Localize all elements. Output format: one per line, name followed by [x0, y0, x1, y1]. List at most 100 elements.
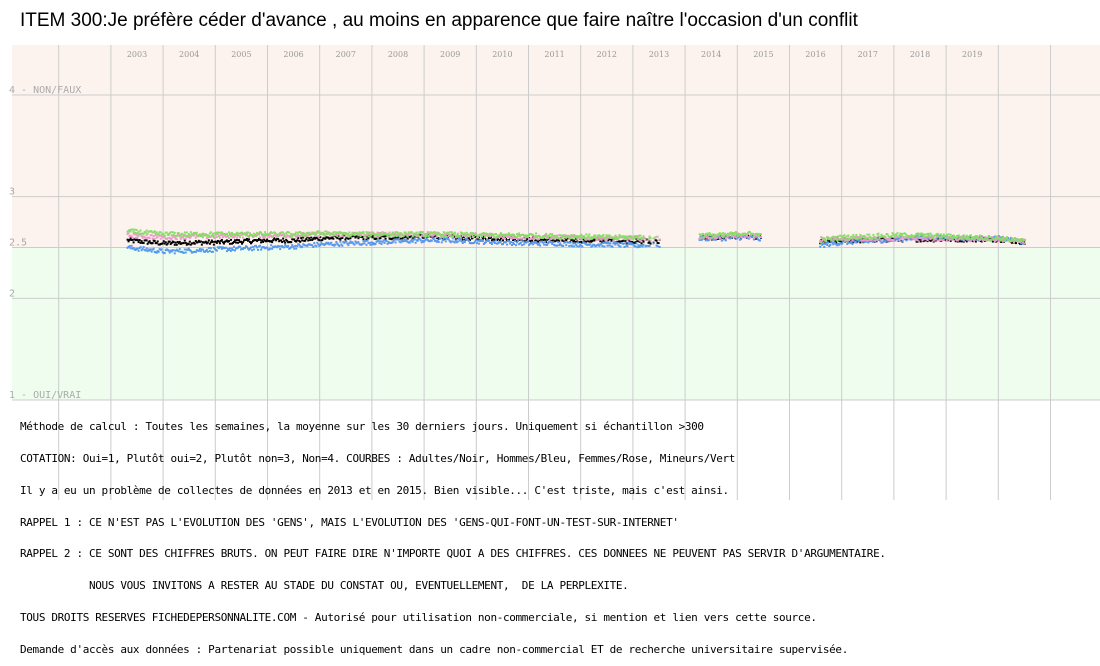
data-point — [301, 245, 304, 248]
data-point — [618, 234, 621, 237]
data-point — [359, 235, 362, 238]
data-point — [393, 236, 396, 239]
data-point — [444, 233, 447, 236]
data-point — [940, 239, 943, 242]
data-point — [349, 235, 352, 238]
data-point — [979, 236, 982, 239]
data-point — [913, 235, 916, 238]
data-point — [483, 241, 486, 244]
data-point — [246, 233, 249, 236]
data-point — [540, 236, 543, 239]
data-point — [604, 236, 607, 239]
data-point — [200, 243, 203, 246]
data-point — [744, 233, 747, 236]
data-point — [518, 232, 521, 235]
data-point — [154, 242, 157, 245]
data-point — [983, 238, 986, 241]
data-point — [955, 239, 958, 242]
data-point — [308, 237, 311, 240]
data-point — [850, 241, 853, 244]
data-point — [469, 242, 472, 245]
data-point — [589, 237, 592, 240]
data-point — [427, 234, 430, 237]
data-point — [749, 232, 752, 235]
data-point — [476, 239, 479, 242]
data-point — [968, 240, 971, 243]
data-point — [633, 245, 636, 248]
data-point — [318, 239, 321, 242]
data-point — [283, 240, 286, 243]
data-point — [378, 237, 381, 240]
data-point — [922, 235, 925, 238]
data-point — [228, 242, 231, 245]
data-point — [321, 232, 324, 235]
data-point — [605, 237, 608, 240]
data-point — [490, 239, 493, 242]
data-point — [427, 231, 430, 234]
data-point — [978, 234, 981, 237]
data-point — [210, 250, 213, 253]
data-point — [367, 231, 370, 234]
data-point — [747, 236, 750, 239]
data-point — [476, 238, 479, 241]
data-point — [264, 236, 267, 239]
data-point — [819, 245, 822, 248]
data-point — [572, 240, 575, 243]
data-point — [471, 236, 474, 239]
data-point — [235, 231, 238, 234]
data-point — [173, 243, 176, 246]
data-point — [496, 234, 499, 237]
data-point — [645, 238, 648, 241]
data-point — [293, 234, 296, 237]
data-point — [262, 236, 265, 239]
data-point — [221, 241, 224, 244]
data-point — [324, 243, 327, 246]
data-point — [253, 235, 256, 238]
data-point — [729, 237, 732, 240]
data-point — [440, 241, 443, 244]
data-point — [428, 234, 431, 237]
data-point — [329, 234, 332, 237]
data-point — [742, 233, 745, 236]
data-point — [877, 235, 880, 238]
data-point — [231, 241, 234, 244]
data-point — [266, 238, 269, 241]
data-point — [137, 234, 140, 237]
data-point — [174, 249, 177, 252]
data-point — [851, 236, 854, 239]
data-point — [505, 233, 508, 236]
data-point — [563, 238, 566, 241]
data-point — [229, 238, 232, 241]
data-point — [539, 235, 542, 238]
data-point — [414, 234, 417, 237]
data-point — [146, 250, 149, 253]
data-point — [340, 243, 343, 246]
data-point — [407, 233, 410, 236]
data-point — [212, 236, 215, 239]
data-point — [248, 248, 251, 251]
data-point — [894, 237, 897, 240]
data-point — [730, 236, 733, 239]
data-point — [607, 241, 610, 244]
data-point — [236, 233, 239, 236]
data-point — [323, 234, 326, 237]
data-point — [640, 244, 643, 247]
data-point — [733, 231, 736, 234]
data-point — [600, 236, 603, 239]
data-point — [283, 246, 286, 249]
data-point — [441, 233, 444, 236]
data-point — [358, 231, 361, 234]
data-point — [373, 243, 376, 246]
data-point — [865, 240, 868, 243]
data-point — [367, 235, 370, 238]
data-point — [698, 239, 701, 242]
data-point — [615, 235, 618, 238]
data-point — [731, 235, 734, 238]
data-point — [253, 232, 256, 235]
data-point — [498, 234, 501, 237]
data-point — [245, 234, 248, 237]
data-point — [562, 234, 565, 237]
data-point — [165, 231, 168, 234]
data-point — [640, 238, 643, 241]
data-point — [967, 237, 970, 240]
